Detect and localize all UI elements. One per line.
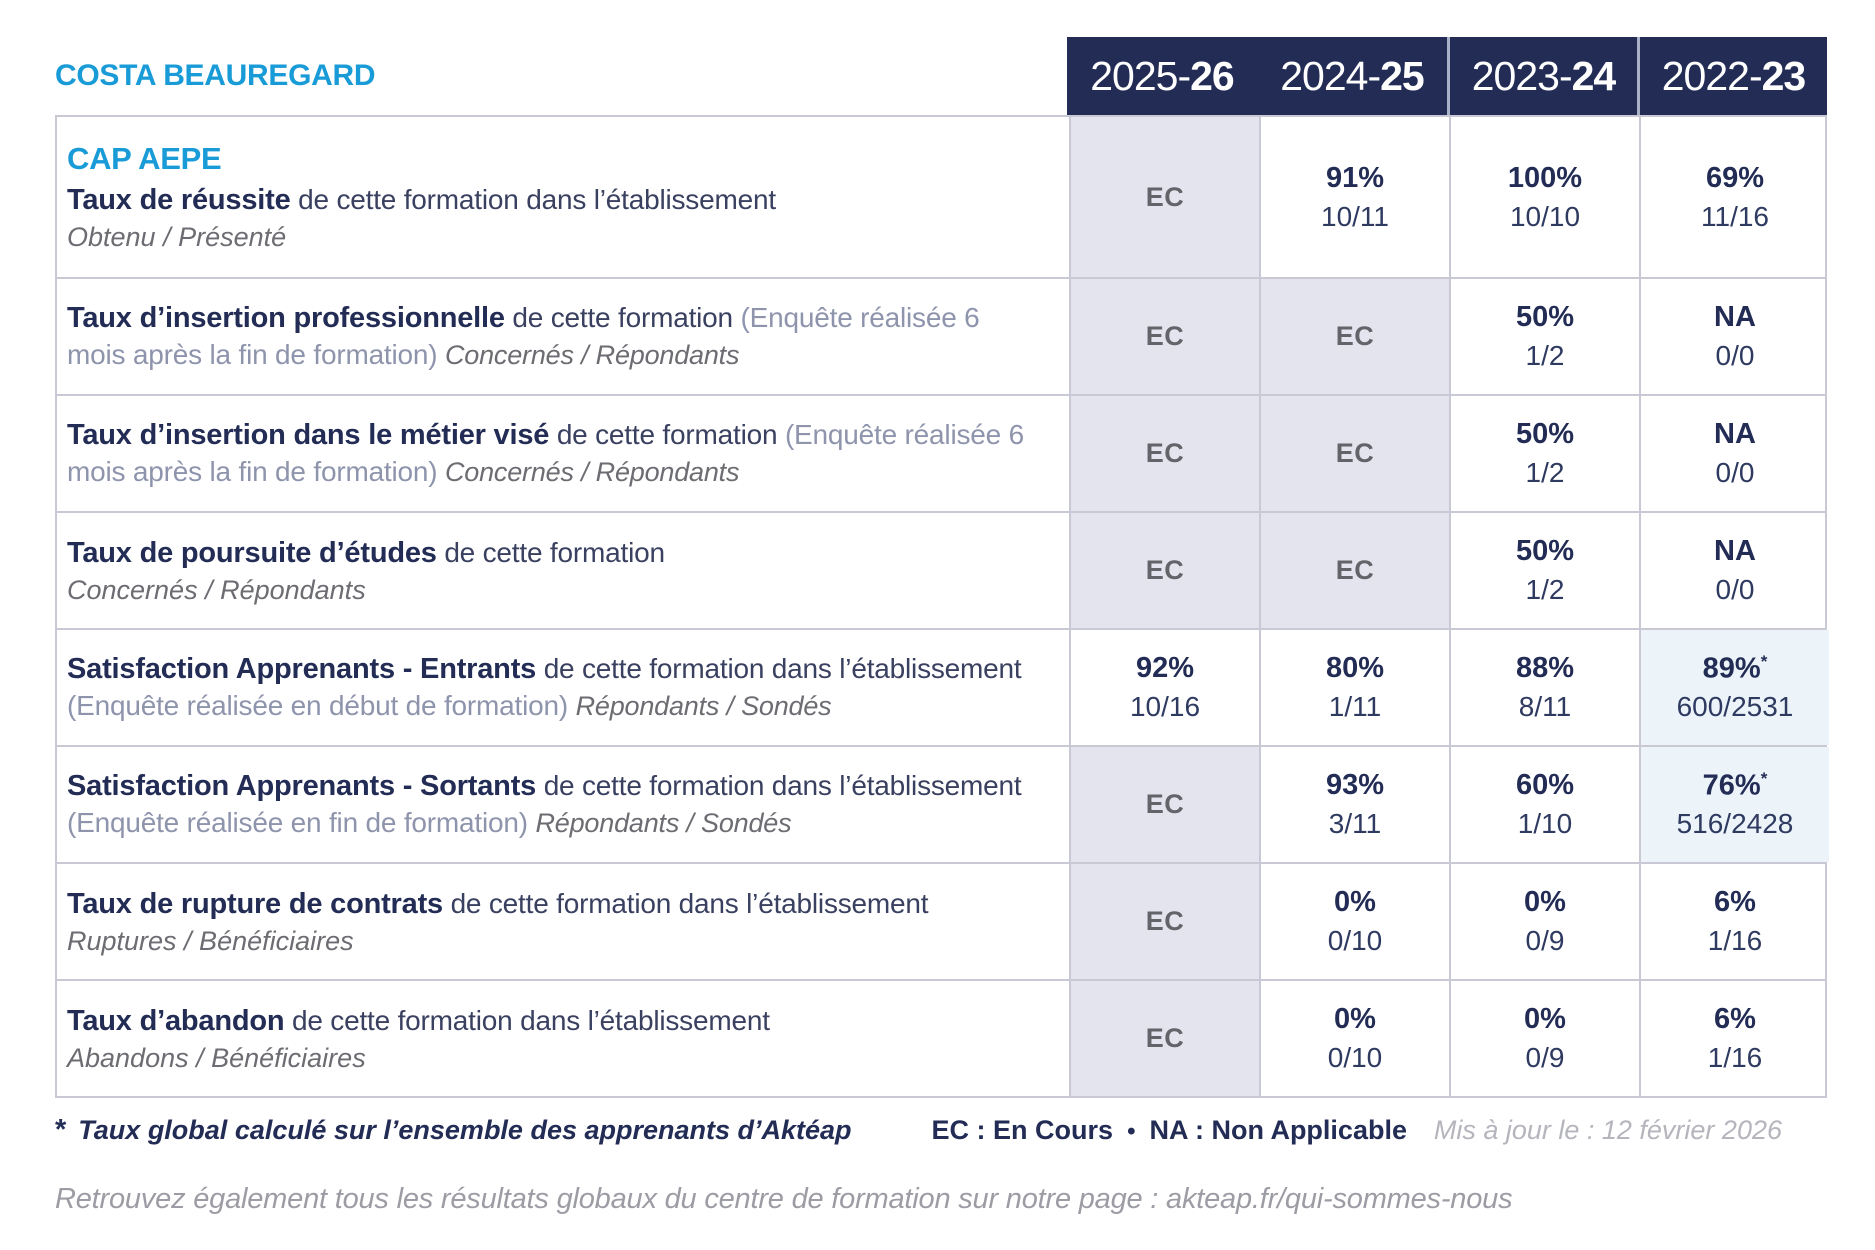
global-results-note: Retrouvez également tous les résultats g… <box>55 1183 1513 1215</box>
table-cell: EC <box>1069 981 1259 1096</box>
row-label-text: Taux d’insertion professionnelle de cett… <box>67 302 980 371</box>
table-cell-global-rate: 89%* 600/2531 <box>1639 630 1829 745</box>
table-cell-global-rate: 76%* 516/2428 <box>1639 747 1829 862</box>
table-cell: EC <box>1069 747 1259 862</box>
row-label: Taux de rupture de contrats de cette for… <box>57 864 1069 979</box>
table-cell: NA 0/0 <box>1639 279 1829 394</box>
table-row-poursuite-etudes: Taux de poursuite d’études de cette form… <box>57 511 1825 628</box>
year-column-2022-23: 2022-23 <box>1637 37 1827 115</box>
table-cell: 100% 10/10 <box>1449 117 1639 277</box>
year-label: 2024-25 <box>1280 52 1424 99</box>
table-cell: NA 0/0 <box>1639 513 1829 628</box>
row-label-text: Taux d’insertion dans le métier visé de … <box>67 419 1024 488</box>
table-row-abandon: Taux d’abandon de cette formation dans l… <box>57 979 1825 1096</box>
table-cell: 50% 1/2 <box>1449 396 1639 511</box>
table-cell: 0% 0/10 <box>1259 981 1449 1096</box>
table-row-insertion-metier-vise: Taux d’insertion dans le métier visé de … <box>57 394 1825 511</box>
table-cell: 60% 1/10 <box>1449 747 1639 862</box>
row-label: CAP AEPE Taux de réussite de cette forma… <box>57 117 1069 277</box>
row-label: Satisfaction Apprenants - Entrants de ce… <box>57 630 1069 745</box>
year-column-2023-24: 2023-24 <box>1447 37 1637 115</box>
table-cell: 80% 1/11 <box>1259 630 1449 745</box>
row-label: Satisfaction Apprenants - Sortants de ce… <box>57 747 1069 862</box>
row-label: Taux d’insertion professionnelle de cett… <box>57 279 1069 394</box>
year-column-2024-25: 2024-25 <box>1257 37 1447 115</box>
results-table: CAP AEPE Taux de réussite de cette forma… <box>55 115 1829 1098</box>
row-label: Taux de poursuite d’études de cette form… <box>57 513 1069 628</box>
last-updated: Mis à jour le : 12 février 2026 <box>1433 1115 1782 1145</box>
table-cell: EC <box>1069 513 1259 628</box>
program-title: CAP AEPE <box>67 140 222 176</box>
table-cell: 0% 0/10 <box>1259 864 1449 979</box>
table-cell: 88% 8/11 <box>1449 630 1639 745</box>
table-cell: EC <box>1069 864 1259 979</box>
table-cell: 93% 3/11 <box>1259 747 1449 862</box>
table-cell: 50% 1/2 <box>1449 279 1639 394</box>
table-cell: 69% 11/16 <box>1639 117 1829 277</box>
year-column-2025-26: 2025-26 <box>1067 37 1257 115</box>
row-label-text: Taux de réussite de cette formation dans… <box>67 183 776 216</box>
table-cell: 6% 1/16 <box>1639 864 1829 979</box>
table-row-taux-reussite: CAP AEPE Taux de réussite de cette forma… <box>57 117 1825 277</box>
table-header: COSTA BEAUREGARD 2025-26 2024-25 2023-24… <box>55 37 1827 115</box>
table-row-satisfaction-entrants: Satisfaction Apprenants - Entrants de ce… <box>57 628 1829 745</box>
table-row-rupture-contrats: Taux de rupture de contrats de cette for… <box>57 862 1825 979</box>
row-label-text: Satisfaction Apprenants - Sortants de ce… <box>67 770 1022 839</box>
row-sublabel: Abandons / Bénéficiaires <box>67 1043 366 1074</box>
year-label: 2023-24 <box>1471 52 1616 99</box>
year-label: 2022-23 <box>1661 52 1806 99</box>
bullet-separator: • <box>1127 1118 1136 1145</box>
footnote-star-marker: * <box>1760 768 1768 788</box>
row-label: Taux d’insertion dans le métier visé de … <box>57 396 1069 511</box>
row-label-text: Satisfaction Apprenants - Entrants de ce… <box>67 653 1022 722</box>
row-sublabel: Obtenu / Présenté <box>67 222 287 253</box>
row-label-text: Taux d’abandon de cette formation dans l… <box>67 1004 770 1037</box>
table-cell: EC <box>1069 396 1259 511</box>
row-label-text: Taux de rupture de contrats de cette for… <box>67 887 929 920</box>
results-sheet: COSTA BEAUREGARD 2025-26 2024-25 2023-24… <box>55 37 1829 1215</box>
table-cell: 6% 1/16 <box>1639 981 1829 1096</box>
table-row-satisfaction-sortants: Satisfaction Apprenants - Sortants de ce… <box>57 745 1829 862</box>
table-cell: 0% 0/9 <box>1449 864 1639 979</box>
table-row-insertion-professionnelle: Taux d’insertion professionnelle de cett… <box>57 277 1825 394</box>
table-cell: EC <box>1069 279 1259 394</box>
table-cell: EC <box>1259 279 1449 394</box>
year-label: 2025-26 <box>1090 52 1234 99</box>
header-corner: COSTA BEAUREGARD <box>55 37 1067 115</box>
abbreviations-legend: EC : En Cours • NA : Non Applicable <box>931 1115 1407 1145</box>
table-cell: NA 0/0 <box>1639 396 1829 511</box>
table-cell: 91% 10/11 <box>1259 117 1449 277</box>
table-cell: EC <box>1259 396 1449 511</box>
row-label: Taux d’abandon de cette formation dans l… <box>57 981 1069 1096</box>
footnote: * Taux global calculé sur l’ensemble des … <box>55 1114 852 1146</box>
row-sublabel: Ruptures / Bénéficiaires <box>67 926 354 957</box>
site-title: COSTA BEAUREGARD <box>55 59 376 92</box>
row-sublabel: Concernés / Répondants <box>67 575 366 606</box>
table-cell: EC <box>1069 117 1259 277</box>
table-cell: EC <box>1259 513 1449 628</box>
asterisk-icon: * <box>55 1114 67 1146</box>
table-cell: 92% 10/16 <box>1069 630 1259 745</box>
table-cell: 50% 1/2 <box>1449 513 1639 628</box>
footnote-row: * Taux global calculé sur l’ensemble des … <box>55 1114 1827 1147</box>
footnote-star-marker: * <box>1760 651 1768 671</box>
table-cell: 0% 0/9 <box>1449 981 1639 1096</box>
row-label-text: Taux de poursuite d’études de cette form… <box>67 536 665 569</box>
